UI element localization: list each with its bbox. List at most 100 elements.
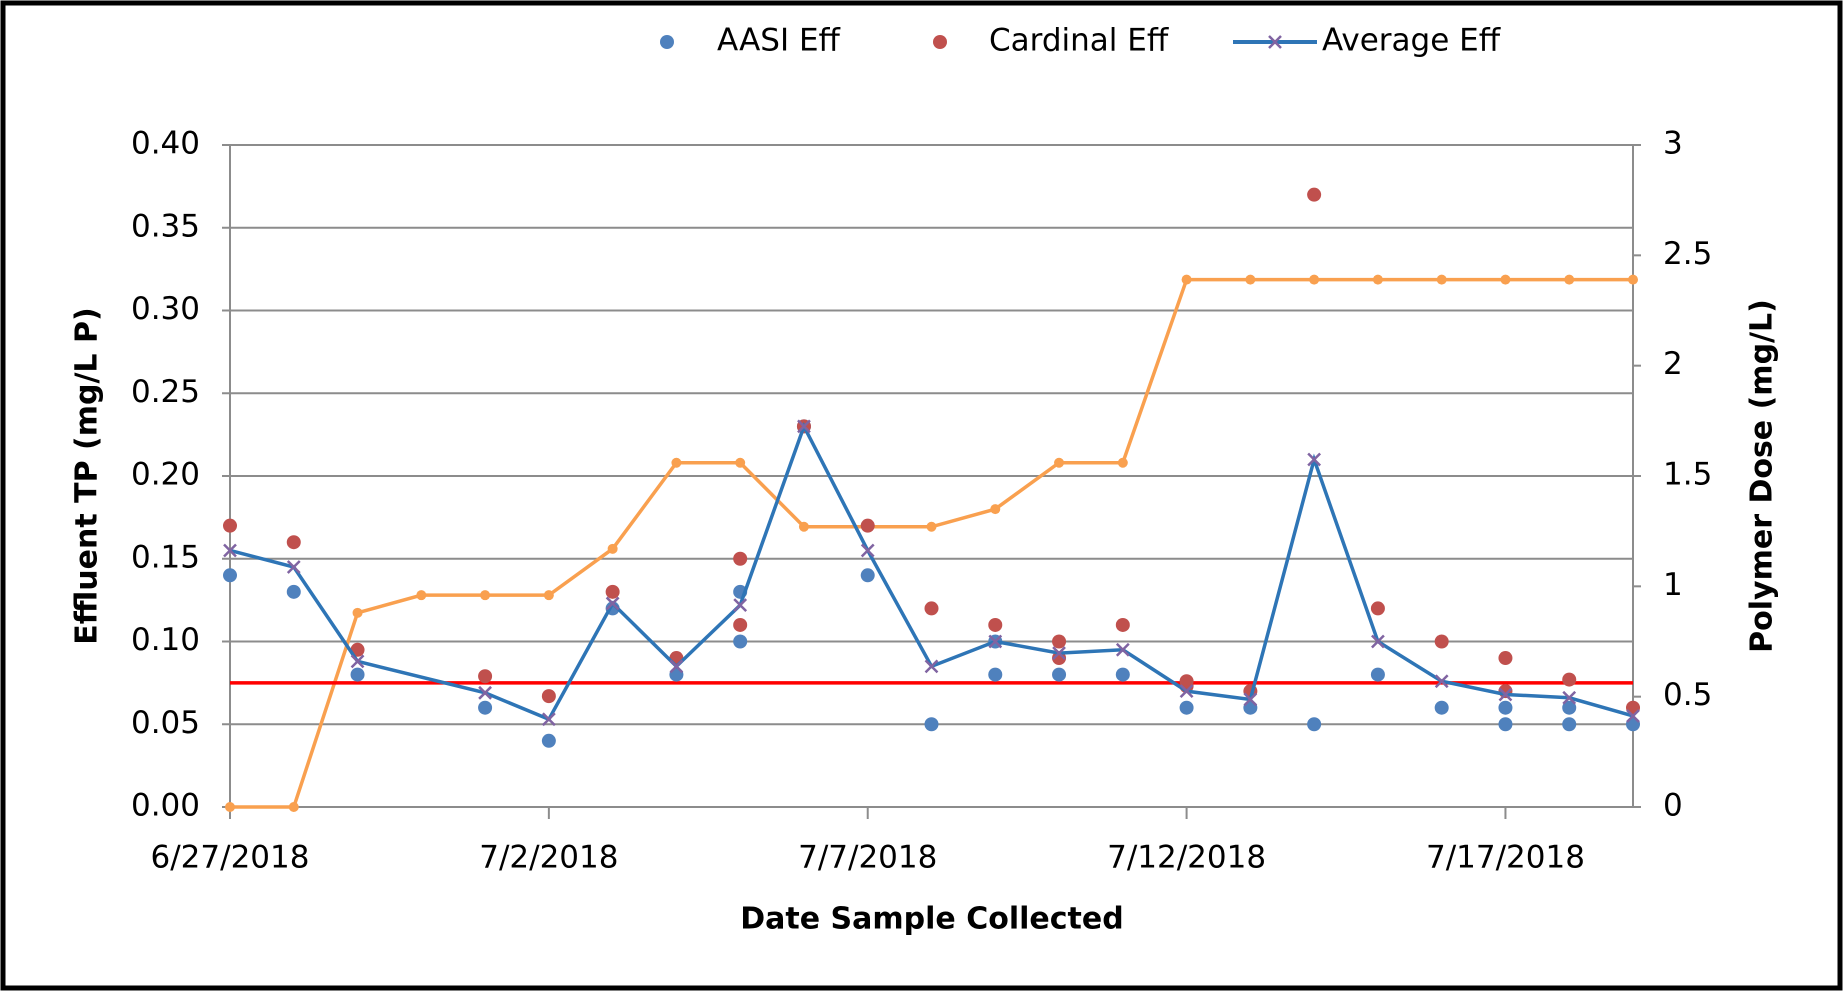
marker — [735, 457, 746, 468]
y2-tick-label: 3 — [1663, 126, 1683, 162]
point — [541, 733, 556, 748]
point — [1179, 700, 1194, 715]
point — [478, 700, 493, 715]
y2-tick-label: 2.5 — [1663, 236, 1712, 272]
marker — [1245, 274, 1256, 285]
marker — [669, 659, 684, 674]
marker — [1434, 674, 1449, 689]
x-tick-label: 7/17/2018 — [1426, 840, 1585, 876]
marker — [352, 607, 363, 618]
point — [733, 617, 748, 632]
point — [1370, 601, 1385, 616]
y-tick-label: 0.15 — [131, 539, 200, 575]
marker — [478, 685, 492, 700]
point — [1115, 617, 1130, 632]
point — [860, 568, 875, 583]
marker — [1117, 457, 1128, 468]
marker — [607, 543, 618, 554]
marker — [798, 521, 809, 532]
point — [988, 667, 1003, 682]
marker — [1564, 274, 1575, 285]
point — [988, 617, 1003, 632]
line — [229, 421, 1634, 722]
legend-label: Average Eff — [1322, 23, 1501, 59]
marker — [924, 659, 939, 674]
marker — [543, 590, 554, 601]
marker — [1179, 684, 1194, 699]
marker — [860, 543, 875, 558]
marker — [1562, 690, 1577, 705]
marker — [1307, 452, 1322, 467]
point — [733, 634, 748, 649]
y-tick-label: 0.20 — [131, 457, 200, 493]
legend-label: Cardinal Eff — [989, 23, 1169, 59]
point — [1562, 700, 1577, 715]
point — [478, 669, 493, 684]
point — [860, 518, 875, 533]
point — [1498, 700, 1513, 715]
marker — [1626, 709, 1640, 723]
point — [1052, 667, 1067, 682]
point — [1307, 717, 1322, 732]
y-tick-label: 0.05 — [131, 705, 200, 741]
point — [1498, 651, 1513, 666]
point — [1052, 634, 1067, 649]
y2-tick-label: 2 — [1663, 346, 1683, 382]
x-tick-label: 6/27/2018 — [151, 840, 310, 876]
marker — [671, 457, 682, 468]
point — [223, 518, 237, 533]
point — [1307, 187, 1322, 202]
marker — [1500, 274, 1511, 285]
point — [1434, 634, 1449, 649]
marker — [988, 634, 1003, 649]
marker — [350, 654, 365, 669]
marker — [1054, 457, 1065, 468]
point — [1562, 717, 1577, 732]
y-axis-title: Effluent TP (mg/L P) — [70, 307, 105, 644]
marker — [1372, 274, 1383, 285]
marker — [286, 560, 301, 574]
x-tick-label: 7/2/2018 — [479, 840, 618, 876]
marker — [797, 419, 811, 434]
point — [286, 535, 301, 550]
legend-marker — [660, 35, 674, 49]
legend-marker — [1268, 35, 1282, 49]
y2-tick-label: 0.5 — [1663, 677, 1712, 713]
point — [350, 667, 365, 682]
y2-tick-label: 1 — [1663, 567, 1683, 603]
x-tick-label: 7/7/2018 — [798, 840, 937, 876]
marker — [1115, 642, 1130, 657]
y-tick-label: 0.25 — [131, 374, 200, 410]
marker — [733, 598, 748, 612]
marker — [1628, 274, 1638, 285]
marker — [541, 712, 556, 727]
marker — [1436, 274, 1447, 285]
marker — [605, 596, 620, 611]
point — [1498, 717, 1513, 732]
x-tick-label: 7/12/2018 — [1107, 840, 1266, 876]
point — [924, 601, 939, 616]
y2-tick-label: 1.5 — [1663, 457, 1712, 493]
legend-marker — [933, 35, 947, 49]
point — [1434, 700, 1449, 715]
x-axis-title: Date Sample Collected — [740, 902, 1123, 937]
y-tick-label: 0.40 — [131, 126, 200, 162]
marker — [1309, 274, 1320, 285]
marker — [1371, 634, 1385, 649]
point — [1370, 667, 1385, 682]
marker — [926, 521, 937, 532]
y2-axis-title: Polymer Dose (mg/L) — [1745, 299, 1780, 653]
marker — [225, 802, 235, 812]
y2-tick-label: 0 — [1663, 788, 1683, 824]
y-tick-label: 0.35 — [131, 208, 200, 244]
marker — [288, 802, 299, 812]
marker — [1052, 646, 1066, 660]
point — [223, 568, 237, 583]
y-tick-label: 0.00 — [131, 788, 200, 824]
point — [924, 717, 939, 732]
marker — [990, 504, 1001, 515]
marker — [1181, 274, 1192, 285]
marker — [1243, 692, 1258, 707]
